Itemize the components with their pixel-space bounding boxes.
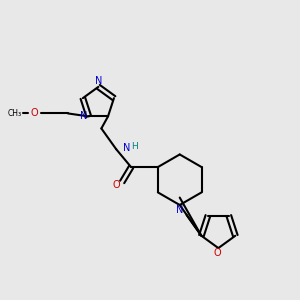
Text: N: N	[123, 143, 130, 153]
Text: O: O	[112, 180, 120, 190]
Text: O: O	[31, 108, 38, 118]
Text: N: N	[176, 205, 183, 215]
Text: N: N	[80, 111, 87, 122]
Text: N: N	[95, 76, 103, 86]
Text: CH₃: CH₃	[8, 109, 22, 118]
Text: H: H	[131, 142, 137, 151]
Text: O: O	[213, 248, 221, 257]
